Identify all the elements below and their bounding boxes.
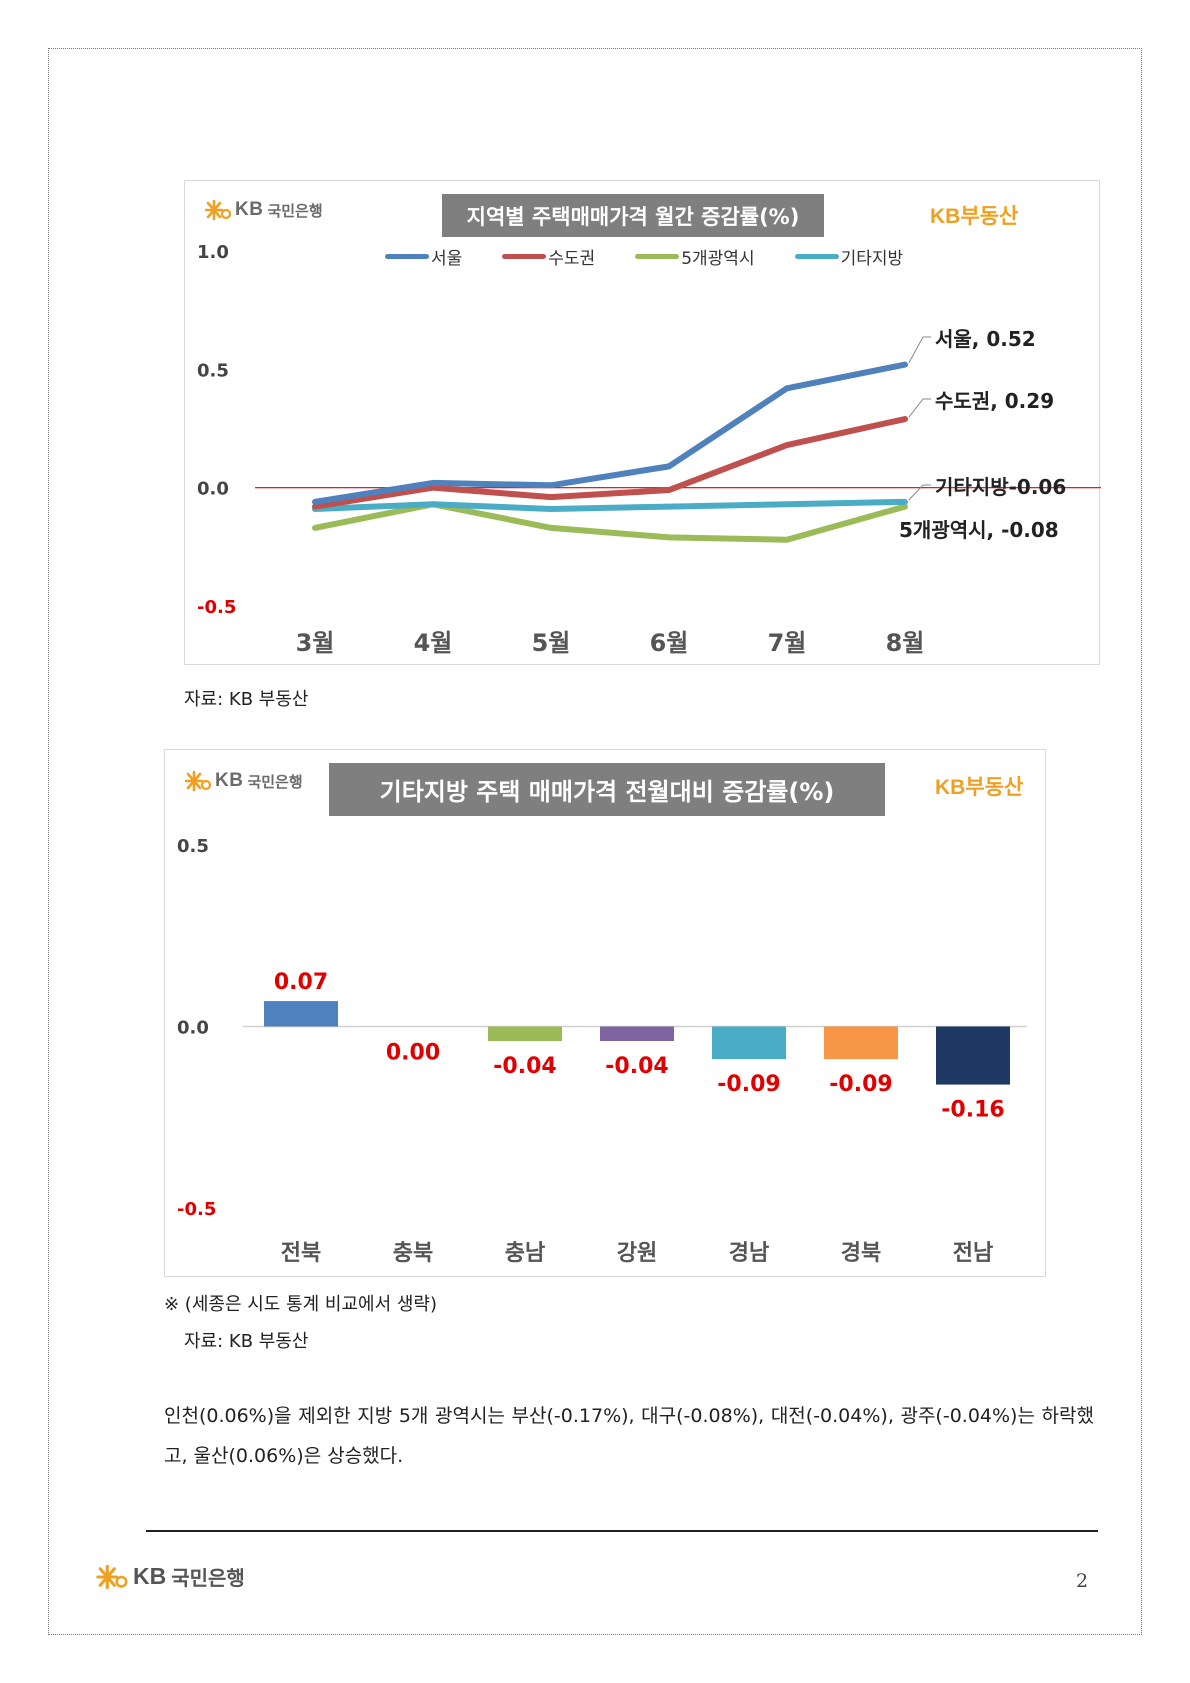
bar-전남 xyxy=(936,1026,1010,1085)
y-tick-label: 0.5 xyxy=(197,360,229,381)
x-tick-label: 강원 xyxy=(617,1241,657,1266)
bar-경남 xyxy=(712,1026,786,1060)
x-tick-label: 4월 xyxy=(414,629,453,657)
series-line-수도권 xyxy=(312,416,908,510)
leader-line xyxy=(908,336,931,363)
x-tick-label: 3월 xyxy=(296,629,335,657)
legend-item: 5개광역시 xyxy=(635,244,755,269)
bar-충남 xyxy=(488,1026,562,1042)
leader-line xyxy=(908,398,931,418)
end-label-기타지방: 기타지방-0.06 xyxy=(935,475,1066,499)
kb-star-icon xyxy=(96,1564,128,1589)
logo-kb-text: KB xyxy=(235,199,264,220)
chart-title: 지역별 주택매매가격 월간 증감률(%) xyxy=(442,194,824,237)
x-tick-label: 경북 xyxy=(841,1241,881,1266)
page-number: 2 xyxy=(1076,1570,1089,1592)
legend-swatch xyxy=(385,254,429,259)
legend-swatch xyxy=(794,254,839,259)
y-tick-label: 1.0 xyxy=(197,242,229,263)
legend-label: 서울 xyxy=(431,249,463,269)
x-tick-label: 충남 xyxy=(505,1241,545,1266)
legend-item: 기타지방 xyxy=(794,244,904,269)
logo-bank-text: 국민은행 xyxy=(247,773,303,791)
line-chart-regional-monthly: KB 국민은행 지역별 주택매매가격 월간 증감률(%) KB부동산 서울 수도권… xyxy=(184,180,1101,665)
data-label: 0.07 xyxy=(274,970,328,995)
body-paragraph: 인천(0.06%)을 제외한 지방 5개 광역시는 부산(-0.17%), 대구… xyxy=(164,1405,1095,1467)
leader-line xyxy=(908,484,931,501)
x-tick-label: 6월 xyxy=(650,629,689,657)
kb-star-icon xyxy=(185,770,211,792)
legend-item: 서울 xyxy=(385,244,462,269)
kb-bank-logo: KB 국민은행 xyxy=(205,199,323,221)
chart1-source: 자료: KB 부동산 xyxy=(184,689,309,710)
y-tick-label: -0.5 xyxy=(197,597,236,618)
y-tick-label: 0.5 xyxy=(177,836,209,857)
footer-rule xyxy=(146,1530,1098,1532)
data-label: 0.00 xyxy=(386,1041,440,1066)
legend-swatch xyxy=(502,254,547,259)
footer-kb-logo: KB 국민은행 xyxy=(96,1562,245,1591)
x-tick-label: 충북 xyxy=(393,1241,433,1266)
chart-legend: 서울 수도권 5개광역시 기타지방 xyxy=(385,244,943,269)
end-label-5개광역시: 5개광역시, -0.08 xyxy=(899,518,1059,542)
x-tick-label: 8월 xyxy=(886,629,925,657)
x-tick-label: 전북 xyxy=(281,1241,321,1266)
kb-star-icon xyxy=(205,199,231,221)
logo-bank-text: 국민은행 xyxy=(267,202,323,220)
data-label: -0.04 xyxy=(605,1054,668,1079)
legend-item: 수도권 xyxy=(502,244,595,269)
end-label-수도권: 수도권, 0.29 xyxy=(935,389,1054,413)
y-tick-label: 0.0 xyxy=(197,479,229,500)
series-line-5개광역시 xyxy=(312,501,908,543)
bar-경북 xyxy=(824,1026,898,1060)
y-tick-label: 0.0 xyxy=(177,1018,209,1039)
kb-realestate-logo: KB부동산 xyxy=(935,776,1024,799)
bar-강원 xyxy=(600,1026,674,1042)
line-chart-plot: 1.0 0.5 0.0 -0.5 3월 4월 5월 6월 7월 8월 서울, 0.52 수도권, 0.… xyxy=(197,242,1101,657)
x-tick-label: 전남 xyxy=(953,1241,993,1266)
legend-swatch xyxy=(635,254,680,259)
legend-label: 기타지방 xyxy=(840,249,904,269)
chart2-note: ※ (세종은 시도 통계 비교에서 생략) xyxy=(164,1294,438,1315)
x-tick-label: 7월 xyxy=(768,629,807,657)
bar-chart-other-regions: KB 국민은행 기타지방 주택 매매가격 전월대비 증감률(%) KB부동산 0… xyxy=(164,749,1046,1277)
bar-chart-plot: 0.5 0.0 -0.5 0.07 전북 0.00 충북 -0.04 충남 -0.04 강원 -0.0… xyxy=(177,836,1027,1266)
data-label: -0.16 xyxy=(941,1098,1004,1123)
data-label: -0.04 xyxy=(493,1054,556,1079)
bar-전북 xyxy=(264,1001,338,1027)
data-label: -0.09 xyxy=(829,1072,892,1097)
kb-realestate-logo: KB부동산 xyxy=(930,205,1019,228)
y-tick-label: -0.5 xyxy=(177,1199,216,1220)
logo-kb-text: KB xyxy=(215,770,244,791)
legend-label: 수도권 xyxy=(548,249,596,269)
data-label: -0.09 xyxy=(717,1072,780,1097)
x-tick-label: 경남 xyxy=(729,1241,769,1266)
legend-label: 5개광역시 xyxy=(681,249,755,269)
series-line-기타지방 xyxy=(312,498,908,512)
chart-title: 기타지방 주택 매매가격 전월대비 증감률(%) xyxy=(329,763,885,816)
page-frame xyxy=(48,48,1142,1635)
series-line-서울 xyxy=(312,361,908,505)
chart2-source: 자료: KB 부동산 xyxy=(184,1331,309,1352)
logo-bank-text: 국민은행 xyxy=(171,1568,245,1590)
end-label-서울: 서울, 0.52 xyxy=(935,327,1036,351)
kb-bank-logo: KB 국민은행 xyxy=(185,770,303,792)
logo-kb-text: KB xyxy=(133,1563,167,1589)
x-tick-label: 5월 xyxy=(532,629,571,657)
